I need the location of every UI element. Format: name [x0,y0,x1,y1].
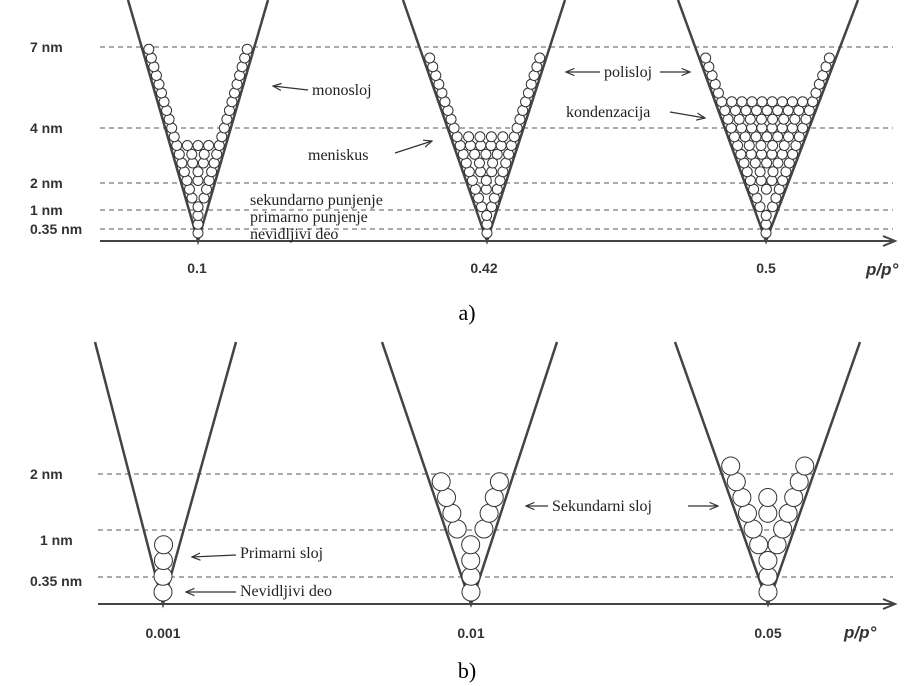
pressure: 0.001 [145,625,180,641]
annotation: Sekundarni sloj [552,498,652,515]
molecule [722,457,740,475]
molecule [761,211,771,221]
molecule [759,489,777,507]
pressure: 0.5 [756,260,776,276]
annotation: polisloj [604,64,652,81]
molecule [737,97,747,107]
arrow [273,86,308,90]
axis-label: p/p° [843,623,876,642]
molecule [498,132,508,142]
molecule [432,473,450,491]
molecule [193,167,203,177]
molecule [490,473,508,491]
molecule [464,132,474,142]
molecule [787,97,797,107]
level-label: 4 nm [30,120,63,136]
molecule [727,97,737,107]
pressure: 0.1 [187,260,207,276]
pressure: 0.01 [457,625,484,641]
annotation: monosloj [312,82,372,99]
molecule [204,141,214,151]
molecule [480,504,498,522]
molecule [767,97,777,107]
molecule [777,97,787,107]
molecule [475,132,485,142]
level-label: 7 nm [30,39,63,55]
panel-label: b) [458,658,476,683]
molecule [425,53,435,63]
molecule [759,552,777,570]
level-label: 2 nm [30,466,63,482]
molecule [496,141,506,151]
molecule [747,97,757,107]
molecule [475,520,493,538]
molecule [486,132,496,142]
molecule [242,44,252,54]
molecule [757,97,767,107]
panel-label: a) [458,300,475,325]
molecule [182,141,192,151]
level-label: 2 nm [30,175,63,191]
molecule [535,53,545,63]
level-label: 1 nm [30,202,63,218]
level-label: 0.35 nm [30,221,82,237]
molecule [798,97,808,107]
molecule [761,184,771,194]
level-label: 1 nm [40,532,73,548]
pressure: 0.05 [754,625,781,641]
annotation: meniskus [308,147,368,164]
arrow [395,141,432,153]
molecule [701,53,711,63]
annotation: sekundarno punjenje [250,192,383,209]
annotation: nevidljivi deo [250,226,338,243]
diagram: 7 nm 4 nm 2 nm 1 nm 0.35 nm 0.1 0.42 0.5… [0,0,913,686]
annotation: Primarni sloj [240,545,323,562]
molecule [193,141,203,151]
pressure: 0.42 [470,260,497,276]
annotation: primarno punjenje [250,209,368,226]
arrow [192,555,236,557]
axis-label: p/p° [865,260,898,279]
molecule [155,536,173,554]
molecule [193,202,203,212]
molecule [144,44,154,54]
molecule [824,53,834,63]
annotation: Nevidljivi deo [240,583,332,600]
layout [95,0,895,609]
molecule [796,457,814,475]
annotation: kondenzacija [566,104,650,121]
arrow [670,112,705,118]
level-label: 0.35 nm [30,573,82,589]
molecule [481,176,491,186]
molecule [485,489,503,507]
molecule [462,536,480,554]
